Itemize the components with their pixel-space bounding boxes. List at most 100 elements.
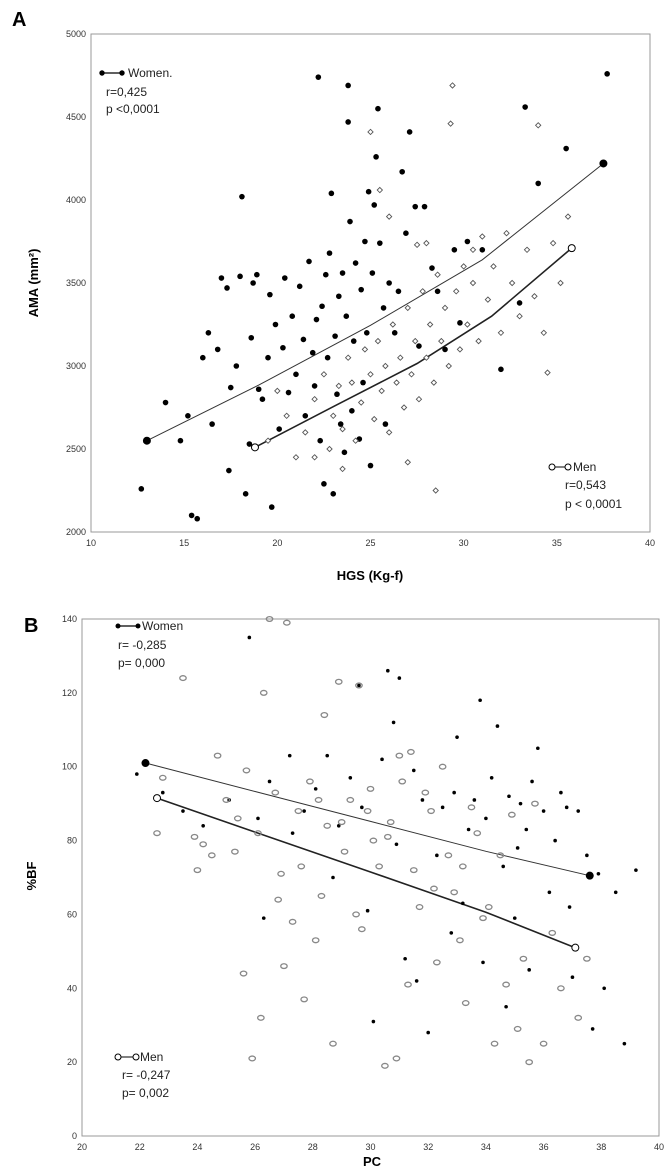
women-point xyxy=(311,383,318,389)
women-point xyxy=(325,753,330,758)
women-point xyxy=(276,426,282,432)
women-point xyxy=(461,901,465,906)
men-point xyxy=(370,415,378,423)
women-point xyxy=(349,408,355,414)
women-point xyxy=(429,265,435,271)
x-tick-label: 34 xyxy=(481,1142,491,1152)
men-point xyxy=(426,321,434,328)
men-point xyxy=(311,937,320,944)
women-fit-line xyxy=(145,762,590,877)
men-point xyxy=(337,819,346,826)
men-point xyxy=(490,263,497,270)
women-point xyxy=(365,188,372,195)
men-point xyxy=(283,412,290,420)
women-point xyxy=(596,872,601,876)
panel-b-letter: B xyxy=(24,615,38,637)
women-point xyxy=(386,668,390,673)
men-point xyxy=(434,271,441,278)
men-point xyxy=(407,748,415,755)
y-tick-label: 0 xyxy=(72,1131,77,1141)
women-point xyxy=(369,270,376,276)
men-point xyxy=(344,354,352,361)
women-point xyxy=(341,449,348,456)
women-point xyxy=(391,330,398,336)
women-point xyxy=(403,956,407,961)
women-point xyxy=(319,303,325,310)
men-point xyxy=(213,752,222,759)
y-tick-label: 2000 xyxy=(66,527,86,537)
men-point xyxy=(475,337,482,345)
men-point xyxy=(497,329,505,337)
men-point xyxy=(311,454,318,461)
women-point xyxy=(285,389,292,396)
men-point xyxy=(259,689,268,696)
panel-b-legend-women: Women r= -0,285 p= 0,000 xyxy=(115,619,183,670)
men-point xyxy=(469,279,477,287)
men-point xyxy=(438,337,445,345)
women-point xyxy=(345,119,351,125)
men-point xyxy=(549,239,557,247)
panel-b-x-axis-title: PC xyxy=(363,1154,382,1169)
men-point xyxy=(557,985,565,992)
women-point xyxy=(440,805,445,810)
men-point xyxy=(280,963,288,970)
men-point xyxy=(339,425,346,433)
men-fit-endpoint xyxy=(250,443,259,452)
women-point xyxy=(313,787,318,791)
women-point xyxy=(365,908,370,913)
x-tick-label: 20 xyxy=(272,538,282,548)
women-point xyxy=(382,421,389,427)
men-point xyxy=(415,395,423,403)
women-point xyxy=(585,853,589,858)
x-tick-label: 38 xyxy=(596,1142,606,1152)
men-point xyxy=(490,1040,499,1047)
y-tick-label: 3500 xyxy=(66,278,86,288)
women-point xyxy=(426,1030,431,1035)
women-point xyxy=(290,831,295,835)
women-point xyxy=(248,334,255,341)
men-point xyxy=(433,959,441,966)
men-point xyxy=(340,848,349,855)
women-point xyxy=(177,437,184,444)
women-point xyxy=(613,890,618,895)
men-point xyxy=(534,122,542,129)
women-point xyxy=(377,240,383,246)
women-point xyxy=(205,330,212,336)
men-point xyxy=(423,239,430,247)
women-point xyxy=(391,720,396,725)
legend-women-label: Women. xyxy=(128,66,172,80)
women-point xyxy=(536,746,540,751)
women-point xyxy=(394,842,399,847)
x-tick-label: 36 xyxy=(539,1142,549,1152)
men-point xyxy=(557,279,564,287)
men-point xyxy=(320,371,328,378)
women-point xyxy=(200,354,206,361)
men-point xyxy=(400,404,408,411)
women-point xyxy=(293,371,299,378)
women-point xyxy=(315,74,322,80)
men-point xyxy=(445,362,452,370)
men-point xyxy=(367,371,374,378)
men-point xyxy=(398,778,407,785)
y-tick-label: 80 xyxy=(67,836,77,846)
men-point xyxy=(222,796,231,803)
women-point xyxy=(265,354,271,361)
panel-b-legend-men: Men r= -0,247 p= 0,002 xyxy=(114,1050,171,1100)
men-point xyxy=(452,288,460,295)
men-point xyxy=(421,789,430,796)
men-point xyxy=(311,395,318,403)
women-point xyxy=(420,798,425,802)
men-point xyxy=(264,437,272,444)
men-point xyxy=(503,229,510,237)
men-point xyxy=(513,1025,522,1032)
women-point xyxy=(214,346,221,353)
men-fit-endpoint xyxy=(567,244,576,253)
panel-b-y-axis-title: %BF xyxy=(24,861,39,890)
legend-men-label: Men xyxy=(140,1050,163,1064)
men-point xyxy=(519,955,528,962)
men-point xyxy=(385,213,393,220)
women-point xyxy=(272,321,279,328)
men-point xyxy=(432,487,439,494)
women-point xyxy=(209,421,215,427)
